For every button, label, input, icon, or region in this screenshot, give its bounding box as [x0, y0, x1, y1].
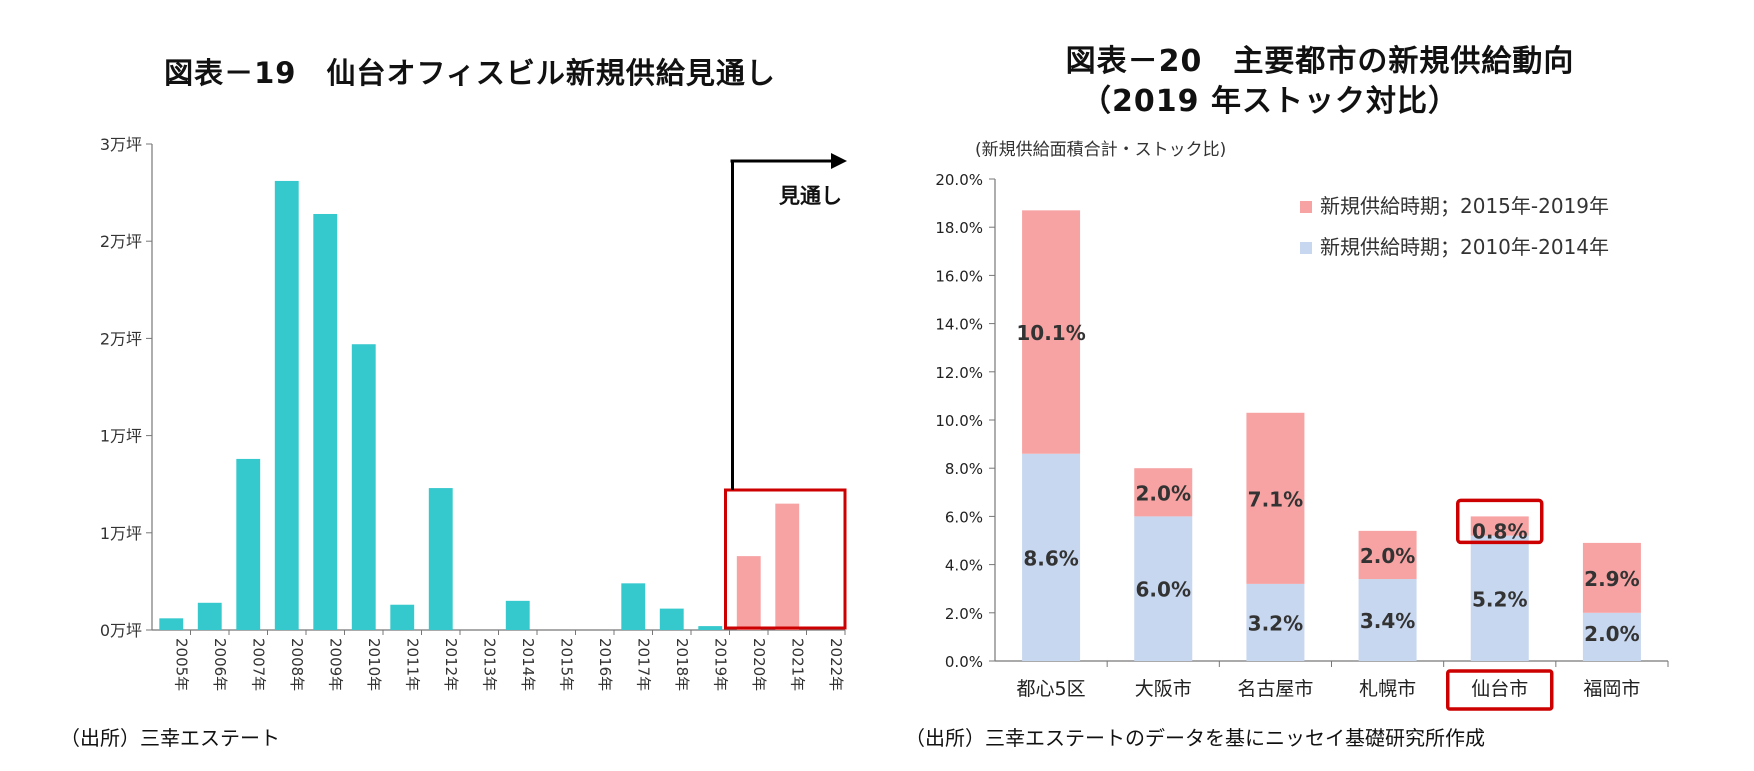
bar [659, 608, 684, 630]
highlight-category-box [1446, 669, 1554, 711]
bar-segment-2015-2019 [1134, 468, 1193, 517]
forecast-label: 見通し [779, 184, 842, 208]
data-label: 2.0% [1360, 544, 1415, 568]
bar-segment-2015-2019 [1470, 516, 1529, 536]
bar-segment-2010-2014 [1246, 583, 1305, 661]
y-tick-label: 4.0% [945, 557, 983, 575]
bar-segment-2010-2014 [1022, 453, 1081, 661]
chart1-title: 図表－19 仙台オフィスビル新規供給見通し [164, 56, 776, 90]
x-tick-label: 2009年 [326, 638, 344, 691]
data-label: 5.2% [1472, 587, 1527, 611]
x-tick-label: 2015年 [557, 638, 575, 691]
y-tick-label: 14.0% [935, 316, 983, 334]
y-tick-label: 16.0% [935, 267, 983, 285]
x-tick-label: 2008年 [288, 638, 306, 691]
x-tick-label: 福岡市 [1583, 678, 1640, 700]
bar [351, 344, 376, 630]
data-label: 10.1% [1016, 321, 1085, 345]
x-tick-label: 2010年 [365, 638, 383, 691]
bar [313, 213, 338, 630]
bar [621, 583, 646, 630]
x-tick-label: 都心5区 [1017, 678, 1086, 700]
x-tick-label: 2017年 [634, 638, 652, 691]
bar-segment-2015-2019 [1022, 210, 1081, 454]
bar-segment-2015-2019 [1246, 412, 1305, 584]
legend-swatch [1300, 201, 1312, 213]
y-tick-label: 0.0% [945, 653, 983, 671]
x-tick-label: 仙台市 [1471, 678, 1528, 700]
forecast-arrow-head [831, 153, 847, 169]
bar [274, 180, 299, 630]
chart2-ylabel: (新規供給面積合計・ストック比) [975, 140, 1227, 160]
y-tick-label: 6.0% [945, 508, 983, 526]
y-tick-label: 2万坪 [100, 329, 142, 348]
bar [428, 488, 453, 630]
x-tick-label: 2011年 [403, 638, 421, 691]
y-tick-label: 20.0% [935, 171, 983, 189]
data-label: 6.0% [1136, 578, 1191, 602]
y-tick-label: 1万坪 [100, 524, 142, 543]
bar [775, 503, 800, 630]
data-label: 0.8% [1472, 519, 1527, 543]
bar [197, 602, 222, 630]
bar-segment-2010-2014 [1470, 535, 1529, 661]
y-tick-label: 3万坪 [100, 135, 142, 154]
x-tick-label: 2018年 [673, 638, 691, 691]
forecast-highlight-box [724, 488, 847, 630]
x-tick-label: 2014年 [519, 638, 537, 691]
bar-segment-2010-2014 [1582, 612, 1641, 661]
bar [236, 458, 261, 630]
bar-segment-2015-2019 [1582, 542, 1641, 613]
x-tick-label: 2020年 [750, 638, 768, 691]
data-label: 3.4% [1360, 609, 1415, 633]
data-label: 7.1% [1248, 487, 1303, 511]
chart1-source: （出所）三幸エステート [60, 726, 280, 750]
y-tick-label: 2万坪 [100, 232, 142, 251]
x-tick-label: 2007年 [249, 638, 267, 691]
y-tick-label: 8.0% [945, 460, 983, 478]
bar-segment-2010-2014 [1134, 516, 1193, 661]
x-tick-label: 2022年 [827, 638, 845, 691]
x-tick-label: 2012年 [442, 638, 460, 691]
highlight-value-box [1456, 498, 1544, 545]
bar-segment-2010-2014 [1358, 579, 1417, 661]
data-label: 8.6% [1023, 546, 1078, 570]
y-tick-label: 0万坪 [100, 621, 142, 640]
bar [159, 618, 184, 630]
data-label: 2.0% [1584, 622, 1639, 646]
chart2-source: （出所）三幸エステートのデータを基にニッセイ基礎研究所作成 [905, 726, 1485, 750]
y-tick-label: 10.0% [935, 412, 983, 430]
legend-swatch [1300, 242, 1312, 254]
data-label: 2.9% [1584, 567, 1639, 591]
y-tick-label: 12.0% [935, 364, 983, 382]
x-tick-label: 大阪市 [1135, 678, 1192, 700]
bar [698, 626, 723, 630]
y-tick-label: 2.0% [945, 605, 983, 623]
bar [736, 556, 761, 630]
x-tick-label: 2005年 [172, 638, 190, 691]
x-tick-label: 2019年 [711, 638, 729, 691]
x-tick-label: 名古屋市 [1237, 678, 1313, 700]
data-label: 3.2% [1248, 611, 1303, 635]
data-label: 2.0% [1136, 481, 1191, 505]
x-tick-label: 2016年 [596, 638, 614, 691]
bar [390, 604, 415, 630]
bar [505, 600, 530, 630]
bar-segment-2015-2019 [1358, 530, 1417, 580]
legend-label: 新規供給時期；2010年-2014年 [1320, 235, 1609, 259]
legend-label: 新規供給時期；2015年-2019年 [1320, 194, 1609, 218]
x-tick-label: 2021年 [788, 638, 806, 691]
chart2-subtitle: （2019 年ストック対比） [1081, 84, 1459, 119]
x-tick-label: 2013年 [480, 638, 498, 691]
chart2-title: 図表－20 主要都市の新規供給動向 [1065, 44, 1575, 79]
x-tick-label: 札幌市 [1359, 678, 1416, 700]
x-tick-label: 2006年 [211, 638, 229, 691]
y-tick-label: 1万坪 [100, 427, 142, 446]
y-tick-label: 18.0% [935, 219, 983, 237]
